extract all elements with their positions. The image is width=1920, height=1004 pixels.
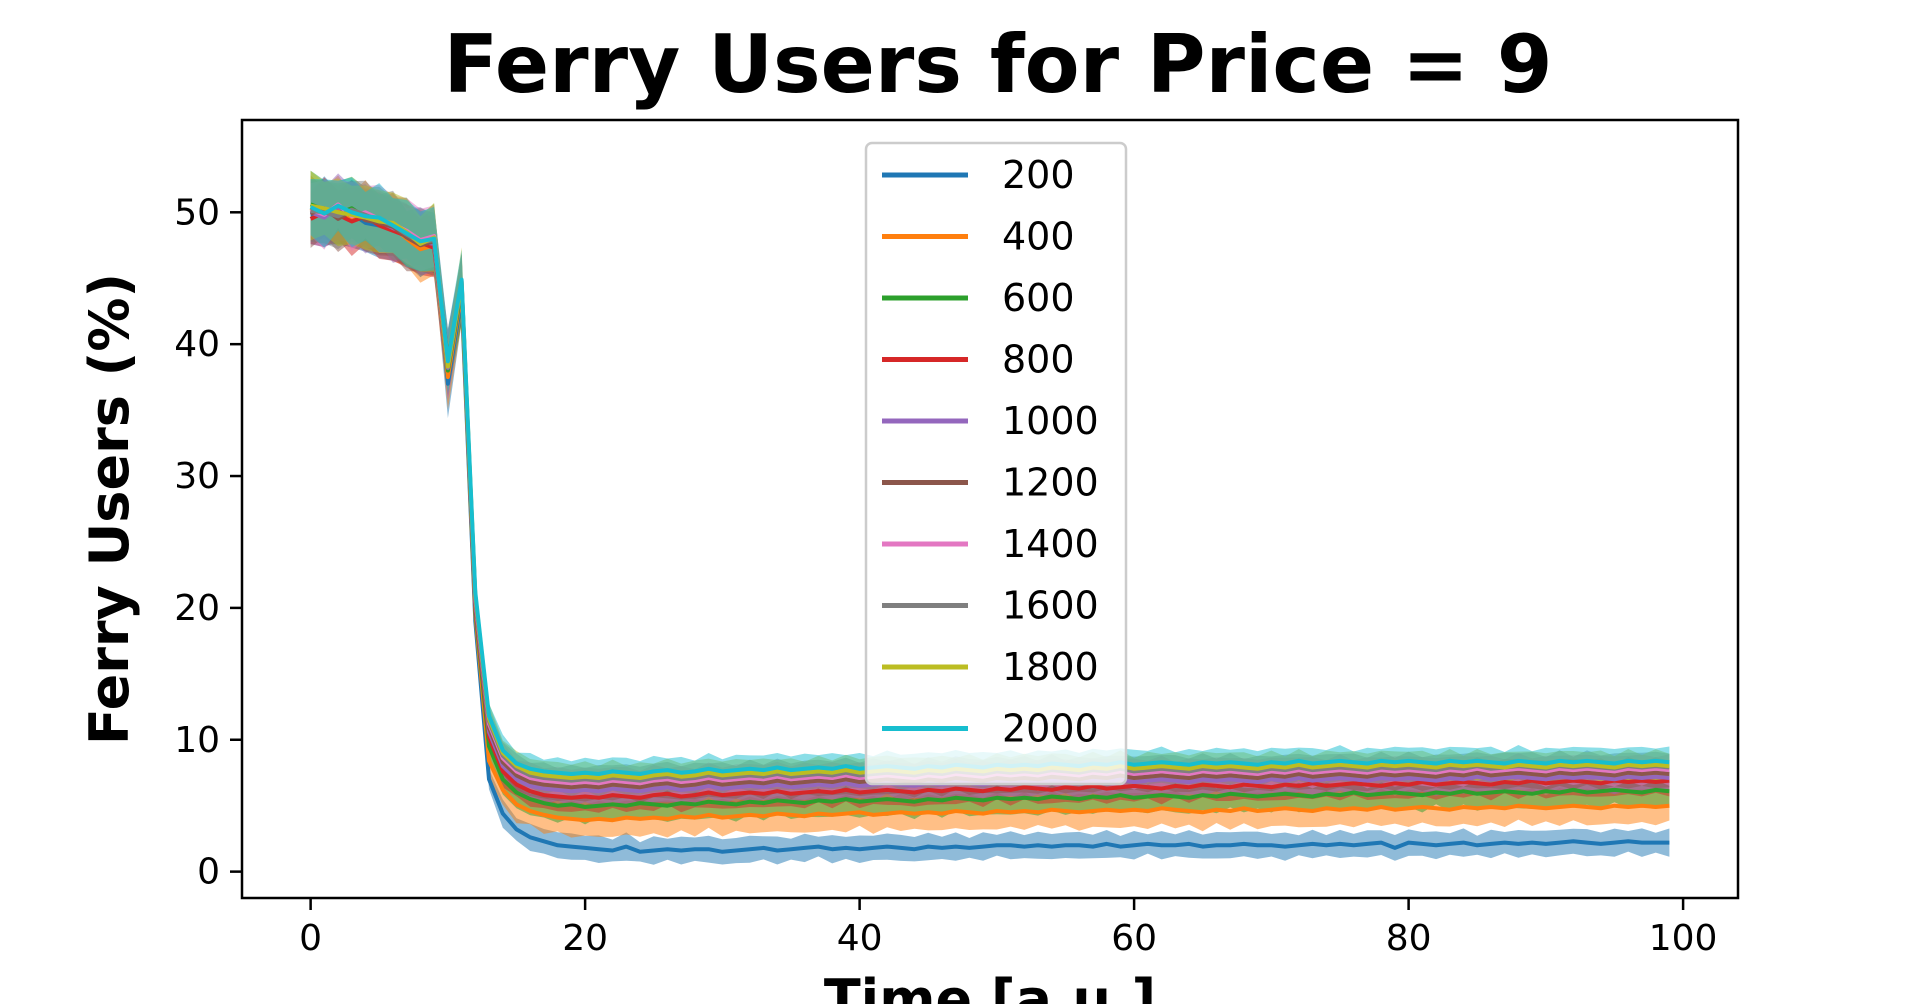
x-tick-label-20: 20 — [562, 918, 608, 959]
x-tick-label-40: 40 — [837, 918, 883, 959]
legend-label-1400: 1400 — [1002, 522, 1099, 566]
x-tick-label-60: 60 — [1111, 918, 1157, 959]
x-tick-label-0: 0 — [299, 918, 322, 959]
legend-label-800: 800 — [1002, 338, 1075, 382]
legend: 200 400 600 800 1000 1200 1400 1600 1800 2000 — [864, 141, 1128, 786]
x-axis: 0 20 40 60 80 100 — [299, 898, 1717, 959]
y-tick-label-40: 40 — [174, 324, 220, 365]
series-line-400 — [309, 206, 1670, 823]
y-tick-label-10: 10 — [174, 720, 220, 761]
legend-label-1000: 1000 — [1002, 399, 1099, 443]
series-line-600 — [309, 202, 1670, 809]
y-axis: 0 10 20 30 40 50 — [174, 192, 242, 893]
legend-label-1800: 1800 — [1002, 645, 1099, 689]
series-line-200 — [310, 209, 1670, 854]
chart-title: Ferry Users for Price = 9 — [444, 18, 1553, 111]
y-tick-label-30: 30 — [174, 456, 220, 497]
x-axis-label: Time [a.u.] — [824, 968, 1156, 1004]
legend-label-1200: 1200 — [1002, 461, 1099, 505]
x-tick-label-80: 80 — [1386, 918, 1432, 959]
x-tick-label-100: 100 — [1649, 918, 1718, 959]
legend-label-2000: 2000 — [1002, 707, 1099, 751]
y-axis-label: Ferry Users (%) — [78, 273, 141, 745]
series-line-800 — [309, 210, 1670, 800]
legend-label-200: 200 — [1002, 153, 1075, 197]
legend-label-400: 400 — [1002, 215, 1075, 259]
legend-box — [864, 141, 1128, 786]
y-tick-label-20: 20 — [174, 588, 220, 629]
y-tick-label-0: 0 — [197, 852, 220, 893]
y-tick-label-50: 50 — [174, 192, 220, 233]
legend-label-600: 600 — [1002, 276, 1075, 320]
legend-label-1600: 1600 — [1002, 584, 1099, 628]
plot-frame — [240, 118, 1740, 900]
